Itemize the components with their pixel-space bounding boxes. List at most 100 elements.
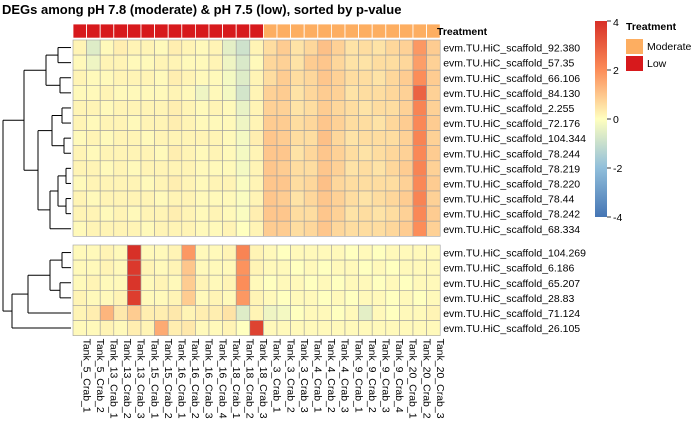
heatmap-cell — [249, 190, 264, 207]
heatmap-cell — [127, 305, 142, 321]
heatmap-cell — [412, 54, 427, 71]
heatmap-cell — [249, 115, 264, 131]
heatmap-cell — [317, 145, 332, 162]
heatmap-cell — [385, 69, 400, 86]
annotation-cell — [426, 23, 441, 39]
heatmap-cell — [72, 289, 87, 306]
heatmap-cell — [195, 160, 210, 177]
heatmap-cell — [399, 259, 414, 276]
heatmap-cell — [263, 320, 278, 336]
heatmap-cell — [412, 145, 427, 162]
column-label: Tank_5_Crab_2 — [94, 339, 106, 413]
heatmap-cell — [72, 320, 87, 336]
row-label: evm.TU.HiC_scaffold_68.334 — [443, 224, 580, 236]
heatmap-cell — [249, 305, 264, 321]
heatmap-cell — [331, 175, 346, 192]
annotation-bar-label: Treatment — [437, 26, 488, 38]
heatmap-cell — [358, 130, 373, 147]
heatmap-cell — [222, 85, 237, 101]
heatmap-cell — [140, 130, 155, 147]
heatmap-cell — [154, 115, 169, 131]
heatmap-cell — [331, 145, 346, 162]
heatmap-cell — [72, 100, 87, 116]
heatmap-cell — [167, 69, 183, 86]
heatmap-cell — [167, 205, 183, 222]
heatmap-cell — [72, 115, 87, 131]
annotation-cell — [317, 23, 332, 39]
column-label: Tank_15_Crab_2 — [162, 339, 174, 419]
heatmap-cell — [222, 274, 237, 291]
heatmap-cell — [181, 320, 196, 336]
heatmap-cell — [113, 190, 128, 207]
heatmap-cell — [399, 39, 414, 56]
heatmap-cell — [290, 175, 305, 192]
heatmap-cell — [140, 160, 155, 177]
heatmap-cell — [249, 244, 264, 261]
heatmap-cell — [263, 274, 278, 291]
heatmap-cell — [222, 100, 237, 116]
heatmap-cell — [371, 244, 387, 261]
heatmap-cell — [412, 259, 427, 276]
heatmap-cell — [385, 220, 400, 237]
heatmap-cell — [426, 305, 441, 321]
heatmap-cell — [181, 130, 196, 147]
heatmap-cell — [113, 100, 128, 116]
heatmap-cell — [276, 289, 291, 306]
heatmap-cell — [303, 85, 319, 101]
heatmap-cell — [222, 320, 237, 336]
heatmap-cell — [290, 320, 305, 336]
heatmap-cell — [154, 69, 169, 86]
heatmap-cell — [303, 274, 319, 291]
heatmap-cell — [317, 160, 332, 177]
heatmap-cell — [140, 115, 155, 131]
heatmap-cell — [222, 205, 237, 222]
heatmap-cell — [331, 274, 346, 291]
heatmap-cell — [127, 69, 142, 86]
heatmap-cell — [140, 259, 155, 276]
heatmap-cell — [127, 244, 142, 261]
heatmap-cell — [344, 205, 359, 222]
heatmap-cell — [263, 289, 278, 306]
heatmap-cell — [399, 205, 414, 222]
annotation-cell — [127, 23, 142, 39]
heatmap-cells-top-block — [72, 39, 441, 237]
heatmap-cell — [235, 69, 251, 86]
heatmap-cell — [276, 305, 291, 321]
heatmap-cell — [276, 175, 291, 192]
heatmap-cell — [385, 54, 400, 71]
heatmap-cell — [235, 85, 251, 101]
heatmap-cell — [399, 274, 414, 291]
heatmap-cell — [127, 220, 142, 237]
heatmap-cell — [222, 115, 237, 131]
heatmap-cell — [140, 100, 155, 116]
column-label: Tank_16_Crab_4 — [216, 339, 228, 419]
column-label: Tank_18_Crab_2 — [244, 339, 256, 419]
heatmap-cell — [371, 54, 387, 71]
heatmap-cell — [181, 205, 196, 222]
heatmap-cell — [358, 274, 373, 291]
heatmap-cell — [249, 175, 264, 192]
column-label: Tank_13_Crab_2 — [121, 339, 133, 419]
heatmap-cell — [208, 305, 223, 321]
heatmap-cell — [113, 305, 128, 321]
row-label: evm.TU.HiC_scaffold_78.219 — [443, 163, 580, 175]
heatmap-cell — [412, 190, 427, 207]
heatmap-cell — [290, 39, 305, 56]
heatmap-cell — [235, 220, 251, 237]
heatmap-cell — [113, 54, 128, 71]
heatmap-cell — [181, 244, 196, 261]
column-label: Tank_18_Crab_1 — [230, 339, 242, 419]
heatmap-cell — [72, 160, 87, 177]
heatmap-cell — [208, 39, 223, 56]
column-label: Tank_20_Crab_2 — [420, 339, 432, 419]
heatmap-cell — [371, 145, 387, 162]
heatmap-cell — [86, 259, 101, 276]
heatmap-cell — [371, 160, 387, 177]
scale-tick-label: 2 — [613, 65, 619, 77]
heatmap-cell — [331, 115, 346, 131]
heatmap-cell — [86, 85, 101, 101]
heatmap-cell — [208, 145, 223, 162]
annotation-cell — [249, 23, 264, 39]
heatmap-cell — [426, 54, 441, 71]
heatmap-cell — [317, 274, 332, 291]
